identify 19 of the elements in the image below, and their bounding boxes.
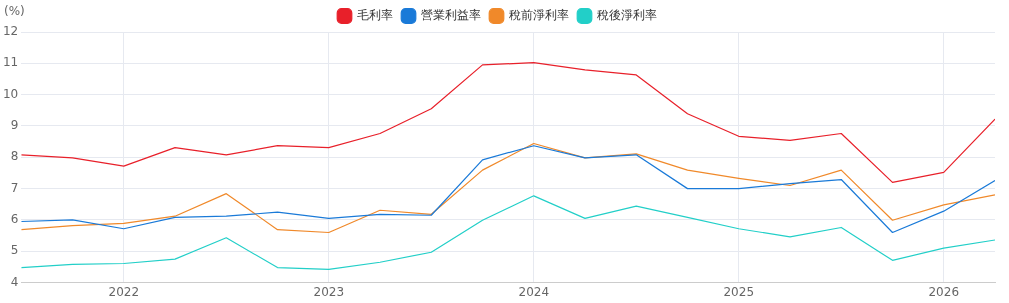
y-tick-label: 4: [10, 274, 19, 289]
legend-label: 稅後淨利率: [596, 8, 657, 23]
y-tick-label: 10: [2, 86, 19, 101]
y-tick-label: 12: [2, 24, 19, 39]
x-tick-label: 2023: [313, 284, 345, 299]
legend-label: 營業利益率: [420, 8, 481, 23]
x-tick-label: 2026: [928, 284, 960, 299]
y-tick-label: 6: [10, 212, 19, 227]
legend-label: 稅前淨利率: [508, 8, 569, 23]
y-tick-label: 5: [10, 243, 19, 258]
y-tick-label: 8: [10, 149, 19, 164]
y-tick-label: 11: [2, 55, 19, 70]
x-tick-label: 2024: [518, 284, 550, 299]
y-tick-label: 7: [10, 180, 19, 195]
y-axis-title: (%): [4, 4, 25, 19]
x-tick-label: 2025: [723, 284, 755, 299]
legend-label: 毛利率: [356, 8, 393, 23]
x-tick-label: 2022: [108, 284, 140, 299]
y-tick-label: 9: [10, 118, 19, 133]
